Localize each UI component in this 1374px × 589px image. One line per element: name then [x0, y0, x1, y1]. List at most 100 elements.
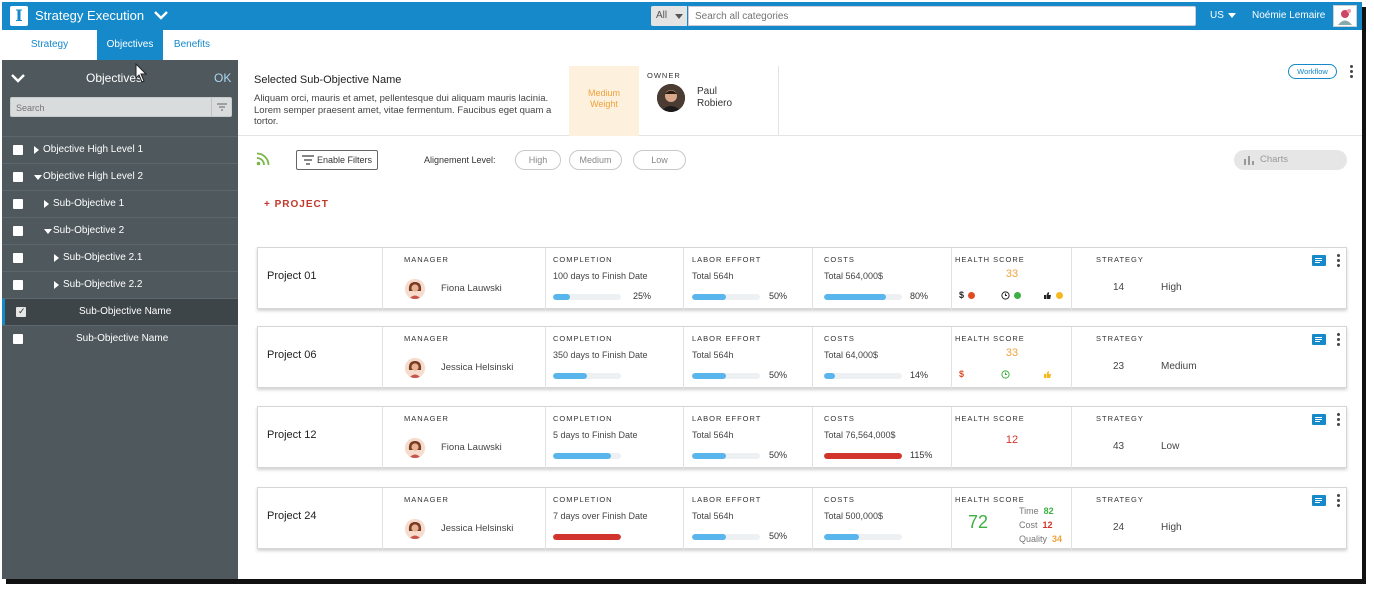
project-card[interactable]: Project 24 MANAGER Jessica Helsinski COMPLE… [257, 487, 1347, 550]
manager-avatar[interactable] [405, 519, 425, 539]
sidebar-ok-button[interactable]: OK [214, 71, 232, 85]
comments-icon[interactable] [1312, 334, 1326, 345]
search-category-select[interactable]: All [651, 6, 687, 26]
costs-label: COSTS [824, 414, 855, 423]
owner-name[interactable]: Paul Robiero [697, 86, 757, 110]
caret-right-icon[interactable] [54, 281, 59, 289]
health-breakdown-item: Cost 12 [1019, 520, 1053, 530]
sidebar-search [10, 97, 232, 117]
tree-item-checkbox[interactable] [13, 226, 23, 236]
more-options-icon[interactable] [1337, 494, 1341, 508]
tree-item-checkbox[interactable] [13, 199, 23, 209]
tree-item-label: Sub-Objective 2 [53, 225, 125, 236]
manager-avatar[interactable] [405, 438, 425, 458]
alignment-high-pill[interactable]: High [515, 150, 561, 170]
labor-effort-column: LABOR EFFORT Total 564h 50% [683, 407, 812, 469]
alignment-medium-pill[interactable]: Medium [569, 150, 622, 170]
manager-name[interactable]: Fiona Lauwski [441, 442, 502, 453]
strategy-score: 23 [1113, 361, 1125, 372]
filter-icon[interactable] [211, 98, 231, 116]
tree-item-checkbox[interactable]: ✓ [16, 306, 26, 317]
costs-label: COSTS [824, 255, 855, 264]
completion-progress-bar [553, 294, 621, 300]
region-value: US [1210, 10, 1224, 21]
project-card[interactable]: Project 12 MANAGER Fiona Lauwski COMPLETION… [257, 406, 1348, 469]
user-name[interactable]: Noémie Lemaire [1252, 10, 1326, 21]
caret-down-icon[interactable] [34, 175, 42, 180]
labor-effort-column: LABOR EFFORT Total 564h 50% [683, 488, 812, 550]
owner-avatar[interactable] [657, 84, 685, 112]
alignment-low-pill[interactable]: Low [633, 150, 686, 170]
health-score-value: 12 [1005, 434, 1019, 446]
strategy-column: STRATEGY 43 Low [1071, 407, 1348, 469]
completion-column: COMPLETION 7 days over Finish Date [545, 488, 683, 550]
region-select[interactable]: US [1210, 10, 1236, 21]
more-options-icon[interactable] [1337, 333, 1341, 347]
tree-item-checkbox[interactable] [13, 280, 23, 290]
labor-effort-text: Total 564h [692, 271, 734, 281]
health-breakdown-label: Quality [1019, 534, 1048, 544]
sidebar-search-input[interactable] [11, 99, 206, 117]
costs-progress-bar [824, 453, 902, 459]
caret-right-icon[interactable] [44, 200, 49, 208]
tree-item-checkbox[interactable] [13, 253, 23, 263]
project-card[interactable]: Project 01 MANAGER Fiona Lauwski COMPLETION… [257, 247, 1347, 310]
manager-label: MANAGER [404, 414, 449, 423]
more-options-icon[interactable] [1337, 254, 1341, 268]
costs-text: Total 76,564,000$ [824, 430, 896, 440]
charts-button[interactable]: Charts [1234, 150, 1347, 170]
completion-label: COMPLETION [553, 414, 613, 423]
manager-avatar[interactable] [405, 358, 425, 378]
app-logo[interactable]: I [10, 6, 28, 26]
tree-item[interactable]: Sub-Objective 2.2 [2, 271, 238, 298]
tree-item-checkbox[interactable] [13, 145, 23, 155]
manager-name[interactable]: Jessica Helsinski [441, 523, 514, 534]
comments-icon[interactable] [1312, 495, 1326, 506]
caret-right-icon[interactable] [34, 146, 39, 154]
weight-badge: Medium Weight [569, 66, 639, 136]
project-name[interactable]: Project 24 [267, 510, 317, 522]
project-name[interactable]: Project 01 [267, 270, 317, 282]
app-window: I Strategy Execution All US Noémie Lemai… [2, 2, 1362, 579]
completion-label: COMPLETION [553, 334, 613, 343]
enable-filters-button[interactable]: Enable Filters [296, 150, 378, 170]
user-avatar[interactable] [1333, 5, 1357, 27]
tree-item[interactable]: Objective High Level 2 [2, 163, 238, 190]
health-breakdown-label: Time [1019, 506, 1039, 516]
tree-item[interactable]: ✓ Sub-Objective Name [2, 298, 238, 325]
strategy-label: STRATEGY [1096, 255, 1144, 264]
tree-item[interactable]: Sub-Objective 2 [2, 217, 238, 244]
manager-column: MANAGER Fiona Lauwski [382, 248, 545, 310]
manager-avatar[interactable] [405, 279, 425, 299]
rss-icon[interactable] [256, 152, 270, 171]
tree-item[interactable]: Objective High Level 1 [2, 136, 238, 163]
manager-name[interactable]: Fiona Lauwski [441, 283, 502, 294]
project-name[interactable]: Project 12 [267, 429, 317, 441]
tab-strategy[interactable]: Strategy [30, 39, 69, 50]
weight-label: Weight [590, 99, 618, 109]
tree-item[interactable]: Sub-Objective 1 [2, 190, 238, 217]
chevron-down-icon[interactable] [152, 6, 170, 24]
tab-benefits[interactable]: Benefits [173, 39, 211, 50]
caret-down-icon[interactable] [44, 229, 52, 234]
health-score-column: HEALTH SCORE 33 $ [951, 248, 1071, 310]
caret-right-icon[interactable] [54, 254, 59, 262]
tree-item-checkbox[interactable] [13, 334, 23, 344]
global-search-input[interactable] [688, 6, 1196, 26]
comments-icon[interactable] [1312, 255, 1326, 266]
collapse-chevron-icon[interactable] [10, 71, 26, 89]
more-options-icon[interactable] [1337, 413, 1341, 427]
project-card[interactable]: Project 06 MANAGER Jessica Helsinski COMPLE… [257, 326, 1347, 389]
comments-icon[interactable] [1312, 414, 1326, 425]
app-title[interactable]: Strategy Execution [35, 8, 145, 23]
tab-objectives[interactable]: Objectives [97, 30, 163, 60]
manager-name[interactable]: Jessica Helsinski [441, 362, 514, 373]
project-name[interactable]: Project 06 [267, 349, 317, 361]
owner-first-name: Paul [697, 86, 718, 97]
tree-item[interactable]: Sub-Objective Name [2, 325, 238, 352]
add-project-button[interactable]: + PROJECT [264, 199, 329, 210]
tree-item-checkbox[interactable] [13, 172, 23, 182]
workflow-button[interactable]: Workflow [1288, 64, 1337, 79]
tree-item[interactable]: Sub-Objective 2.1 [2, 244, 238, 271]
more-options-icon[interactable] [1350, 65, 1354, 79]
